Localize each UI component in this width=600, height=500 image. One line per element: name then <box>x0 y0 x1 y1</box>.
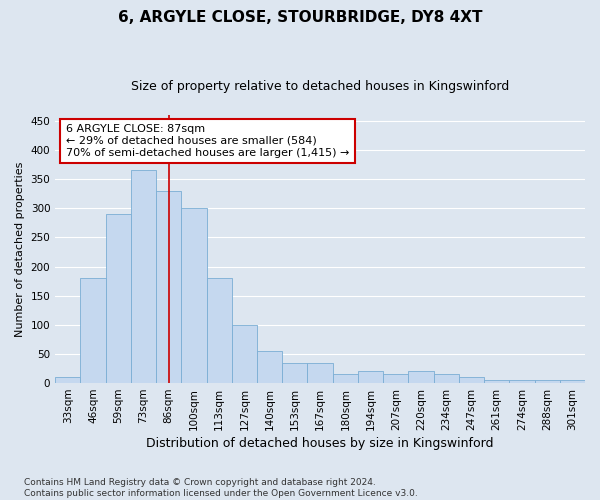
Text: 6 ARGYLE CLOSE: 87sqm
← 29% of detached houses are smaller (584)
70% of semi-det: 6 ARGYLE CLOSE: 87sqm ← 29% of detached … <box>66 124 349 158</box>
Bar <box>383 374 409 383</box>
Bar <box>55 377 80 383</box>
Bar <box>484 380 509 383</box>
Bar <box>560 380 585 383</box>
Bar <box>257 351 282 383</box>
Bar <box>156 191 181 383</box>
Bar <box>106 214 131 383</box>
Bar <box>232 325 257 383</box>
X-axis label: Distribution of detached houses by size in Kingswinford: Distribution of detached houses by size … <box>146 437 494 450</box>
Title: Size of property relative to detached houses in Kingswinford: Size of property relative to detached ho… <box>131 80 509 93</box>
Bar <box>409 372 434 383</box>
Bar <box>459 377 484 383</box>
Y-axis label: Number of detached properties: Number of detached properties <box>15 162 25 336</box>
Bar <box>282 362 307 383</box>
Bar <box>434 374 459 383</box>
Bar <box>307 362 332 383</box>
Bar <box>80 278 106 383</box>
Bar <box>131 170 156 383</box>
Bar <box>535 380 560 383</box>
Bar <box>181 208 206 383</box>
Bar <box>206 278 232 383</box>
Text: 6, ARGYLE CLOSE, STOURBRIDGE, DY8 4XT: 6, ARGYLE CLOSE, STOURBRIDGE, DY8 4XT <box>118 10 482 25</box>
Bar <box>509 380 535 383</box>
Bar <box>358 372 383 383</box>
Text: Contains HM Land Registry data © Crown copyright and database right 2024.
Contai: Contains HM Land Registry data © Crown c… <box>24 478 418 498</box>
Bar <box>332 374 358 383</box>
